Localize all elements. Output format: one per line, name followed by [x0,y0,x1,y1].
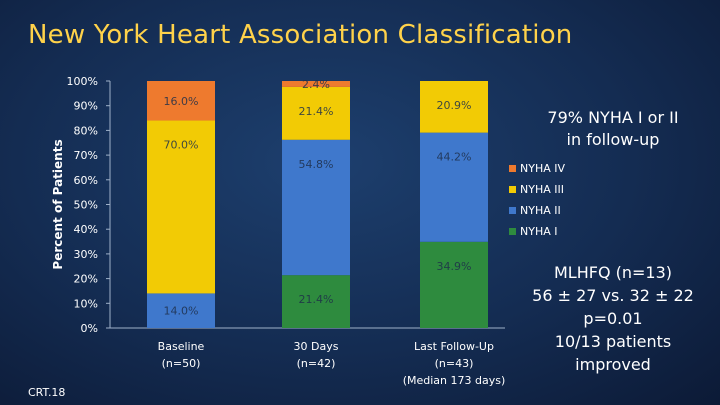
y-tick-label: 10% [74,297,98,310]
data-label: 21.4% [299,293,334,306]
bar-segment [147,293,215,328]
legend-swatch [509,165,516,172]
follow-up-note-line: in follow-up [566,130,660,149]
data-label: 16.0% [164,95,199,108]
bar-segment [147,120,215,294]
legend-swatch [509,207,516,214]
data-label: 21.4% [299,105,334,118]
bar-segment [282,81,350,87]
bar-segment [420,132,488,242]
follow-up-note: 79% NYHA I or II in follow-up [533,107,693,151]
legend-swatch [509,186,516,193]
x-tick-label: 30 Days [294,340,339,353]
y-axis-title: Percent of Patients [51,139,65,269]
y-tick-label: 60% [74,174,98,187]
mlhfq-note-line: p=0.01 [583,309,643,328]
y-tick-label: 50% [74,199,98,212]
x-tick-label: (n=42) [297,357,336,370]
mlhfq-note-line: MLHFQ (n=13) [553,263,673,282]
y-tick-label: 30% [74,248,98,261]
data-label: 14.0% [164,305,199,318]
y-tick-label: 80% [74,124,98,137]
x-tick-label: (Median 173 days) [403,374,506,387]
x-tick-label: (n=50) [162,357,201,370]
data-label: 44.2% [437,151,472,164]
data-label: 20.9% [437,99,472,112]
mlhfq-note: MLHFQ (n=13) 56 ± 27 vs. 32 ± 22 p=0.01 … [528,261,698,376]
legend-swatch [509,228,516,235]
bar-segment [420,241,488,328]
x-tick-label: Last Follow-Up [414,340,494,353]
data-label: 2.4% [302,78,330,91]
y-tick-label: 40% [74,223,98,236]
y-tick-label: 90% [74,100,98,113]
data-label: 70.0% [164,139,199,152]
bar-segment [282,275,350,328]
y-tick-label: 70% [74,149,98,162]
bar-segment [147,81,215,121]
legend-label: NYHA IV [520,162,565,175]
follow-up-note-line: 79% NYHA I or II [547,108,679,127]
legend-label: NYHA I [520,225,558,238]
legend-label: NYHA II [520,204,561,217]
legend-label: NYHA III [520,183,564,196]
mlhfq-note-line: 56 ± 27 vs. 32 ± 22 [532,286,694,305]
mlhfq-note-line: improved [575,355,651,374]
slide-id: CRT.18 [28,386,66,399]
data-label: 34.9% [437,260,472,273]
slide-title: New York Heart Association Classificatio… [28,20,573,50]
mlhfq-note-line: 10/13 patients [554,332,672,351]
x-tick-label: Baseline [158,340,205,353]
y-tick-label: 100% [67,75,98,88]
y-tick-label: 20% [74,273,98,286]
y-tick-label: 0% [81,322,98,335]
bar-segment [282,86,350,140]
bar-segment [420,81,488,133]
x-tick-label: (n=43) [435,357,474,370]
bar-segment [282,139,350,276]
data-label: 54.8% [299,158,334,171]
